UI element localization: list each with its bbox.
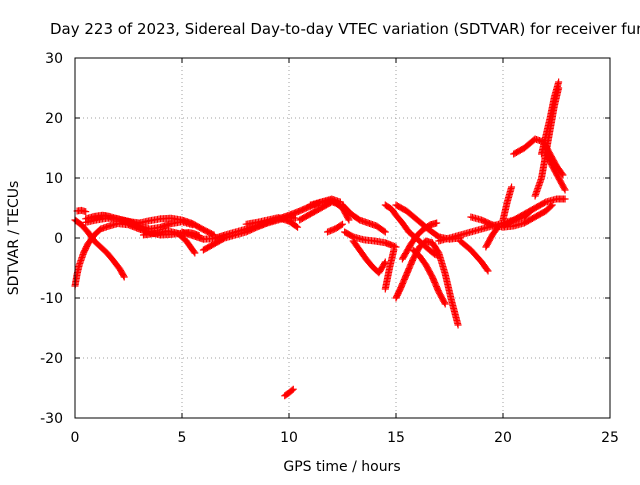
- data-point: [555, 78, 563, 86]
- data-point: [441, 299, 449, 307]
- series-arc-aa: [499, 183, 516, 224]
- grid: [75, 58, 610, 418]
- series-arc-o: [341, 228, 400, 251]
- x-axis: 0 5 10 15 20 25: [71, 58, 619, 446]
- data-point: [561, 186, 569, 194]
- data-point: [339, 220, 346, 228]
- series-arc-ab: [499, 195, 569, 230]
- y-tick-label: -20: [40, 351, 63, 367]
- data-point: [508, 183, 516, 191]
- data-point: [390, 246, 398, 254]
- data-point: [120, 272, 128, 280]
- series-arc-m: [306, 196, 353, 224]
- series-arc-k: [281, 385, 297, 400]
- x-tick-label: 5: [178, 430, 187, 446]
- data-point: [190, 248, 198, 256]
- y-tick-label: 30: [45, 51, 63, 67]
- data-point: [292, 222, 300, 230]
- series-arc-ae: [538, 78, 563, 158]
- data-point: [381, 228, 389, 236]
- series-arc-c: [73, 206, 90, 216]
- y-tick-label: 20: [45, 111, 63, 127]
- data-point: [291, 214, 299, 222]
- series-arc-af: [542, 147, 569, 194]
- series-arc-j: [242, 214, 302, 231]
- data-point: [441, 300, 449, 308]
- x-tick-label: 10: [280, 430, 298, 446]
- data-point: [454, 321, 462, 329]
- x-tick-label: 15: [387, 430, 405, 446]
- series-arc-x: [456, 237, 492, 275]
- series-arc-z: [482, 222, 503, 251]
- data-point: [191, 249, 199, 257]
- x-tick-label: 0: [71, 430, 80, 446]
- y-tick-label: -30: [40, 411, 63, 427]
- series-arc-ac: [510, 135, 567, 179]
- data-point: [337, 221, 345, 229]
- x-tick-label: 20: [494, 430, 512, 446]
- data-point: [289, 385, 297, 393]
- series-arc-g: [139, 227, 199, 257]
- data-point: [344, 215, 352, 223]
- chart-title: Day 223 of 2023, Sidereal Day-to-day VTE…: [50, 20, 640, 38]
- y-tick-label: 0: [54, 231, 63, 247]
- series-arc-u: [409, 246, 449, 308]
- series-arc-p: [349, 237, 389, 277]
- y-tick-label: -10: [40, 291, 63, 307]
- y-axis: -30 -20 -10 0 10 20 30: [40, 51, 610, 427]
- data-point: [547, 202, 555, 210]
- data-point: [494, 223, 502, 231]
- x-axis-label: GPS time / hours: [283, 459, 400, 475]
- data-point: [82, 208, 90, 216]
- series-arc-n: [324, 220, 346, 236]
- y-tick-label: 10: [45, 171, 63, 187]
- data-point: [345, 216, 353, 224]
- data-point: [483, 266, 491, 274]
- data-point: [120, 273, 128, 281]
- series-arc-s: [392, 237, 462, 329]
- data-point: [560, 185, 568, 193]
- data-point: [380, 259, 388, 267]
- data-point: [380, 227, 388, 235]
- data-point: [433, 219, 441, 227]
- data-point: [288, 386, 296, 394]
- series-arc-e: [82, 211, 143, 227]
- x-tick-label: 25: [601, 430, 619, 446]
- series-arc-q: [381, 246, 398, 293]
- data-point: [561, 195, 569, 203]
- data-point: [484, 267, 492, 275]
- y-axis-label: SDTVAR / TECUs: [6, 181, 22, 296]
- series-arc-f: [135, 214, 218, 239]
- data-point: [294, 223, 302, 231]
- data-layer: [71, 78, 569, 400]
